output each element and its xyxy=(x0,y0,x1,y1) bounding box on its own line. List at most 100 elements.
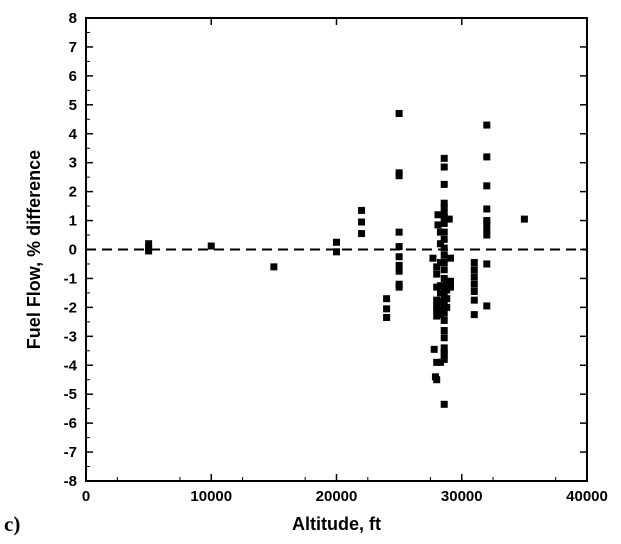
data-point xyxy=(443,277,451,285)
y-tick-label: -6 xyxy=(64,415,77,432)
data-point xyxy=(446,277,454,285)
data-point xyxy=(429,254,437,262)
data-point xyxy=(440,228,448,236)
data-point xyxy=(430,345,438,353)
y-tick-label: 0 xyxy=(69,242,77,259)
data-point xyxy=(440,355,448,363)
data-point xyxy=(440,235,448,243)
data-point xyxy=(434,221,442,229)
data-point xyxy=(483,182,491,190)
data-point xyxy=(446,283,454,291)
data-point xyxy=(395,228,403,236)
panel-label: c) xyxy=(4,512,20,536)
data-point xyxy=(440,351,448,359)
data-point xyxy=(440,266,448,274)
data-point xyxy=(207,242,215,250)
data-point xyxy=(433,296,441,304)
data-point xyxy=(440,251,448,259)
data-point xyxy=(470,273,478,281)
data-point xyxy=(470,287,478,295)
data-point xyxy=(436,289,444,297)
data-point xyxy=(483,302,491,310)
x-tick-label: 40000 xyxy=(566,488,608,505)
data-point xyxy=(433,283,441,291)
data-point xyxy=(433,302,441,310)
data-point xyxy=(358,206,366,214)
y-tick-label: 8 xyxy=(69,10,77,27)
y-tick-label: -2 xyxy=(64,299,77,316)
data-point xyxy=(433,270,441,278)
data-point xyxy=(440,259,448,267)
data-point xyxy=(270,263,278,271)
x-tick-label: 20000 xyxy=(316,488,358,505)
data-point xyxy=(383,305,391,313)
y-tick-label: -7 xyxy=(64,444,77,461)
data-point xyxy=(436,259,444,267)
y-tick-label: 7 xyxy=(69,39,77,56)
data-point xyxy=(358,230,366,238)
data-point xyxy=(470,259,478,267)
data-point xyxy=(483,225,491,233)
data-point xyxy=(433,312,441,320)
data-point xyxy=(383,295,391,303)
y-tick-label: -3 xyxy=(64,328,77,345)
data-point xyxy=(520,215,528,223)
data-point xyxy=(470,266,478,274)
x-tick-label: 0 xyxy=(82,488,90,505)
plot-frame xyxy=(85,17,588,482)
data-point xyxy=(395,243,403,251)
data-point xyxy=(395,261,403,269)
data-point xyxy=(470,311,478,319)
data-point xyxy=(433,358,441,366)
y-tick-label: -4 xyxy=(64,357,78,374)
data-point xyxy=(436,311,444,319)
data-point xyxy=(395,267,403,275)
data-point xyxy=(440,309,448,317)
data-points xyxy=(145,109,528,408)
data-point xyxy=(483,219,491,227)
data-point xyxy=(145,247,153,255)
data-point xyxy=(333,238,340,246)
data-point xyxy=(436,240,444,248)
y-axis-ticks: -8 -7 -6 -5 -4 -3 -2 -1 0 1 2 3 4 5 6 7 8 xyxy=(64,10,587,490)
data-point xyxy=(445,215,453,223)
data-point xyxy=(395,253,403,261)
data-point xyxy=(483,231,491,239)
data-point xyxy=(333,248,340,256)
data-point xyxy=(443,286,451,294)
data-point xyxy=(440,334,448,342)
y-tick-label: 4 xyxy=(69,126,78,143)
data-point xyxy=(483,121,491,129)
data-point xyxy=(440,199,448,207)
data-point xyxy=(434,211,442,219)
data-point xyxy=(433,263,441,271)
x-tick-label: 10000 xyxy=(190,488,232,505)
data-point xyxy=(436,228,444,236)
data-point xyxy=(483,205,491,213)
y-tick-label: 6 xyxy=(69,68,77,85)
data-point xyxy=(145,240,153,248)
data-point xyxy=(440,214,448,222)
data-point xyxy=(470,280,478,288)
data-point xyxy=(383,314,391,322)
data-point xyxy=(395,109,403,117)
y-axis-title: Fuel Flow, % difference xyxy=(24,150,44,349)
data-point xyxy=(440,244,448,252)
y-tick-label: 1 xyxy=(69,213,77,230)
data-point xyxy=(443,303,451,311)
data-point xyxy=(483,153,491,161)
y-tick-label: -1 xyxy=(64,270,77,287)
data-point xyxy=(395,283,403,291)
data-point xyxy=(440,344,448,352)
data-point xyxy=(436,282,444,290)
y-tick-label: 2 xyxy=(69,184,77,201)
x-tick-label: 30000 xyxy=(441,488,483,505)
data-point xyxy=(440,180,448,188)
data-point xyxy=(440,400,448,408)
data-point xyxy=(440,204,448,212)
data-point xyxy=(440,316,448,324)
x-axis-ticks: 0 10000 20000 30000 40000 xyxy=(82,18,608,505)
data-point xyxy=(470,296,478,304)
data-point xyxy=(446,254,454,262)
